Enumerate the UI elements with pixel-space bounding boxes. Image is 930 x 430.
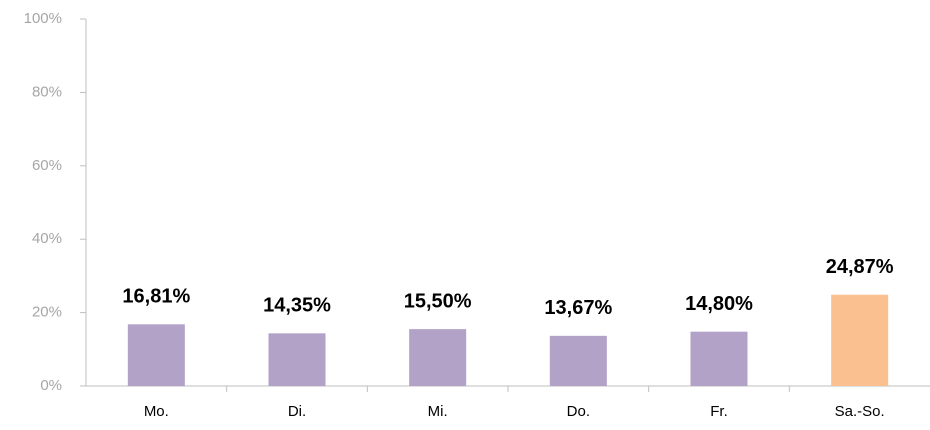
bar (831, 294, 889, 386)
data-label: 14,35% (263, 295, 331, 317)
x-tick-label: Do. (567, 403, 590, 420)
y-tick-label: 60% (32, 157, 62, 174)
x-tick-label: Mo. (144, 403, 169, 420)
x-tick-label: Mi. (428, 403, 448, 420)
y-tick-label: 20% (32, 304, 62, 321)
x-tick-label: Sa.-So. (835, 403, 885, 420)
bar (690, 331, 748, 386)
data-label: 13,67% (544, 297, 612, 319)
y-tick-label: 100% (24, 10, 62, 27)
data-label: 14,80% (685, 293, 753, 315)
y-tick-label: 0% (40, 377, 62, 394)
x-tick-label: Fr. (710, 403, 728, 420)
bar (268, 333, 326, 386)
bar (127, 324, 185, 386)
y-tick-label: 80% (32, 83, 62, 100)
x-tick-label: Di. (288, 403, 306, 420)
bar (409, 329, 467, 386)
bar (549, 335, 607, 386)
data-label: 16,81% (122, 286, 190, 308)
data-label: 15,50% (404, 290, 472, 312)
y-tick-label: 40% (32, 230, 62, 247)
data-label: 24,87% (826, 256, 894, 278)
